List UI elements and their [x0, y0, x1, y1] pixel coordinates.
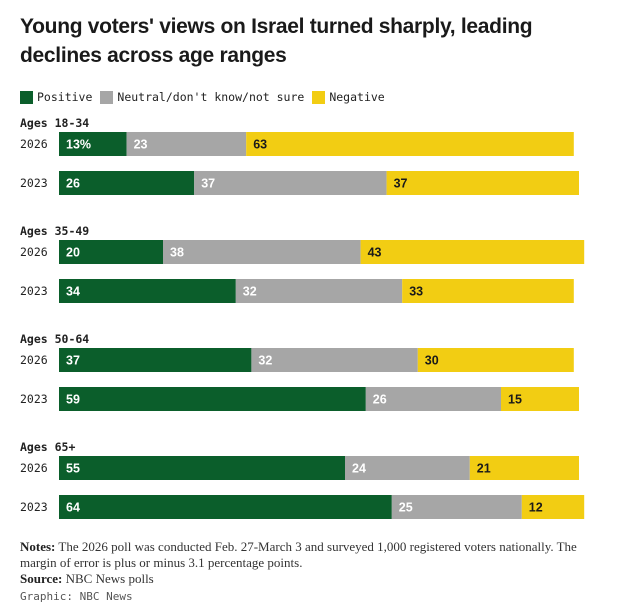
year-label: 2023: [20, 392, 48, 406]
bar-segment-negative: [501, 387, 579, 411]
group-label: Ages 35-49: [20, 224, 89, 238]
year-label: 2023: [20, 284, 48, 298]
legend-item-negative: Negative: [312, 90, 385, 104]
legend: Positive Neutral/don't know/not sure Neg…: [20, 88, 393, 106]
bar-segment-positive: [59, 348, 252, 372]
year-label: 2026: [20, 245, 48, 259]
bar-segment-neutral: [163, 240, 361, 264]
data-label-positive: 13%: [66, 138, 91, 152]
data-label-positive: 26: [66, 177, 80, 191]
data-label-negative: 12: [529, 501, 543, 515]
data-label-negative: 15: [508, 393, 522, 407]
bar-segment-neutral: [235, 279, 403, 303]
data-label-negative: 37: [394, 177, 408, 191]
source-label: Source:: [20, 571, 63, 586]
data-label-positive: 37: [66, 354, 80, 368]
source-line: Source: NBC News polls: [20, 571, 600, 587]
bar-segment-negative: [402, 279, 574, 303]
notes-block: Notes: The 2026 poll was conducted Feb. …: [20, 539, 600, 587]
bar-segment-positive: [59, 240, 163, 264]
bar-segment-positive: [59, 495, 392, 519]
legend-label-positive: Positive: [37, 90, 93, 104]
data-label-positive: 59: [66, 393, 80, 407]
bar-segment-negative: [386, 171, 579, 195]
data-label-negative: 30: [425, 354, 439, 368]
data-label-positive: 20: [66, 246, 80, 260]
legend-item-neutral: Neutral/don't know/not sure: [100, 90, 304, 104]
source-text: NBC News polls: [65, 571, 154, 586]
data-label-neutral: 24: [352, 462, 366, 476]
bar-segment-negative: [246, 132, 574, 156]
bar-segment-negative: [469, 456, 579, 480]
bar-segment-positive: [59, 132, 127, 156]
graphic-credit: Graphic: NBC News: [20, 590, 133, 603]
legend-swatch-positive: [20, 90, 33, 104]
bar-segment-neutral: [365, 387, 501, 411]
year-label: 2023: [20, 500, 48, 514]
data-label-neutral: 32: [243, 285, 257, 299]
bar-segment-positive: [59, 456, 345, 480]
bar-segment-neutral: [194, 171, 387, 195]
legend-swatch-negative: [312, 90, 326, 104]
data-label-negative: 33: [409, 285, 423, 299]
legend-label-neutral: Neutral/don't know/not sure: [117, 90, 305, 104]
bar-segment-neutral: [126, 132, 247, 156]
bar-segment-negative: [521, 495, 585, 519]
legend-swatch-neutral: [100, 90, 114, 104]
bar-segment-positive: [59, 171, 195, 195]
data-label-neutral: 25: [399, 501, 413, 515]
data-label-positive: 55: [66, 462, 80, 476]
year-label: 2026: [20, 461, 48, 475]
data-label-neutral: 26: [373, 393, 387, 407]
notes-label: Notes:: [20, 539, 56, 554]
notes-text: The 2026 poll was conducted Feb. 27-Marc…: [20, 539, 577, 570]
group-label: Ages 65+: [20, 440, 75, 454]
notes-line: Notes: The 2026 poll was conducted Feb. …: [20, 539, 600, 571]
data-label-neutral: 23: [134, 138, 148, 152]
bar-segment-negative: [360, 240, 585, 264]
bar-segment-negative: [417, 348, 574, 372]
legend-label-negative: Negative: [329, 90, 385, 104]
data-label-neutral: 38: [170, 246, 184, 260]
data-label-negative: 63: [253, 138, 267, 152]
bar-segment-positive: [59, 279, 236, 303]
data-label-positive: 34: [66, 285, 80, 299]
group-label: Ages 50-64: [20, 332, 89, 346]
data-label-negative: 43: [368, 246, 382, 260]
data-label-neutral: 32: [258, 354, 272, 368]
bar-segment-neutral: [251, 348, 418, 372]
year-label: 2026: [20, 137, 48, 151]
bar-segment-neutral: [345, 456, 470, 480]
data-label-negative: 21: [477, 462, 491, 476]
group-label: Ages 18-34: [20, 116, 89, 130]
data-label-positive: 64: [66, 501, 80, 515]
bar-segment-neutral: [391, 495, 522, 519]
chart-title: Young voters' views on Israel turned sha…: [20, 15, 533, 67]
year-label: 2023: [20, 176, 48, 190]
data-label-neutral: 37: [201, 177, 215, 191]
year-label: 2026: [20, 353, 48, 367]
bar-segment-positive: [59, 387, 366, 411]
legend-item-positive: Positive: [20, 90, 92, 104]
